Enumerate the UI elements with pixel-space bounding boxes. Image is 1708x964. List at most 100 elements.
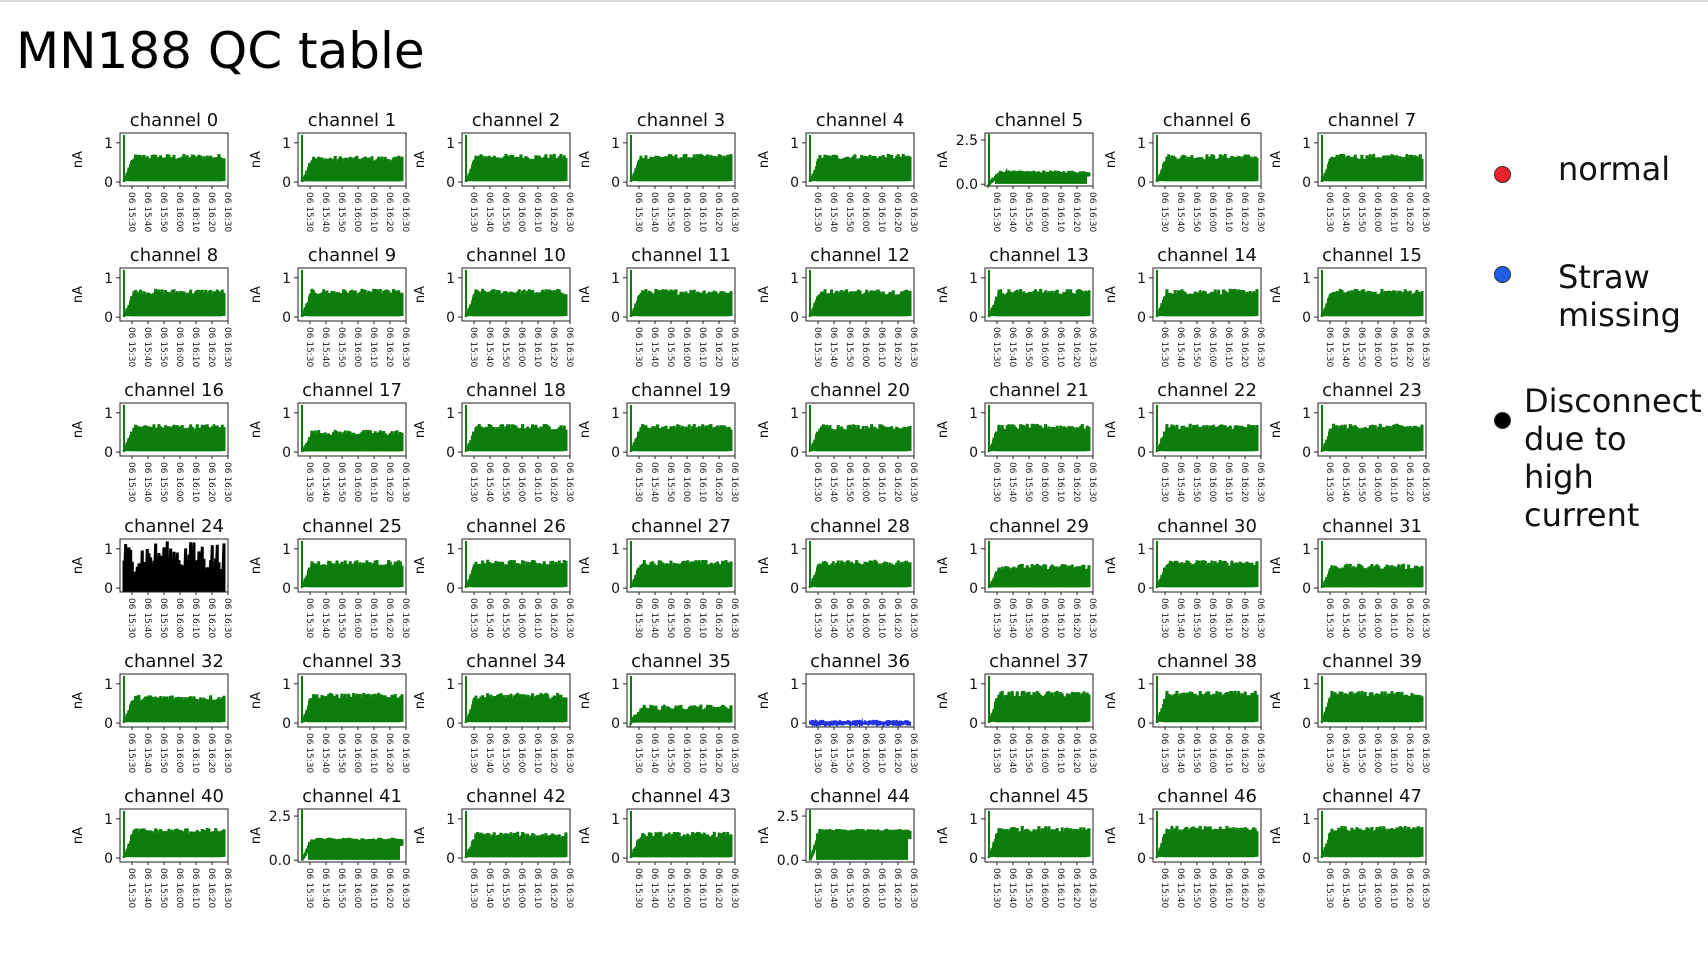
x-tick-label: 06 16:20 (1239, 733, 1249, 774)
panel-axes-frame (984, 402, 1094, 457)
panel-title: channel 11 (631, 245, 731, 266)
x-tick-label: 06 16:00 (352, 868, 362, 909)
x-tick-label: 06 15:50 (1023, 598, 1033, 639)
panel-title: channel 32 (124, 651, 224, 672)
panel-title: channel 25 (302, 516, 402, 537)
y-tick-label: 0 (446, 310, 455, 326)
x-tick-label: 06 16:00 (174, 868, 184, 909)
x-tick-label: 06 16:30 (1255, 868, 1265, 909)
x-tick-label: 06 15:30 (1324, 462, 1334, 503)
trace-band (1163, 698, 1255, 723)
x-tick-label: 06 15:50 (665, 327, 675, 368)
trace-band (130, 702, 222, 723)
x-tick-label: 06 16:10 (876, 327, 886, 368)
panel-ylabel: nA (1104, 557, 1119, 574)
x-tick-label: 06 16:20 (206, 462, 216, 503)
x-tick-label: 06 16:00 (1039, 733, 1049, 774)
x-tick-label: 06 16:00 (1039, 462, 1049, 503)
trace-band (308, 567, 400, 588)
y-tick-label: 1 (446, 271, 455, 287)
x-tick-label: 06 15:40 (1175, 192, 1185, 233)
trace-band (130, 161, 222, 182)
x-tick-label: 06 15:40 (1340, 733, 1350, 774)
y-tick-label: 0 (969, 445, 978, 461)
x-tick-label: 06 15:40 (142, 192, 152, 233)
panel-axes-frame (297, 402, 407, 457)
x-tick-label: 06 16:30 (1255, 327, 1265, 368)
y-tick-label: 0 (1302, 716, 1311, 732)
panel-channel-39: channel 39 nA 1 0 06 15:30 06 15:40 06 15:50 06… (1269, 651, 1430, 774)
panel-channel-47: channel 47 nA 1 0 06 15:30 06 15:40 06 15:50 06… (1269, 786, 1430, 909)
x-tick-label: 06 16:10 (1055, 462, 1065, 503)
y-tick-label: 0 (282, 310, 291, 326)
x-tick-label: 06 16:20 (713, 598, 723, 639)
panel-title: channel 35 (631, 651, 731, 672)
x-tick-label: 06 15:40 (649, 733, 659, 774)
x-tick-label: 06 16:20 (1404, 462, 1414, 503)
x-tick-label: 06 16:00 (860, 192, 870, 233)
y-tick-label: 1 (611, 136, 620, 152)
panel-channel-25: channel 25 nA 1 0 06 15:30 06 15:40 06 15:50 06… (249, 516, 410, 639)
x-tick-label: 06 16:30 (1087, 868, 1097, 909)
x-tick-label: 06 16:30 (222, 598, 232, 639)
panel-ylabel: nA (413, 827, 428, 844)
x-tick-label: 06 16:20 (384, 598, 394, 639)
trace-band (995, 698, 1087, 723)
x-tick-label: 06 15:30 (304, 598, 314, 639)
x-tick-label: 06 16:00 (860, 868, 870, 909)
x-tick-label: 06 16:10 (368, 192, 378, 233)
y-tick-label: 0.0 (269, 853, 291, 869)
x-tick-label: 06 15:50 (158, 598, 168, 639)
y-tick-label: 1 (790, 677, 799, 693)
x-tick-label: 06 16:20 (713, 327, 723, 368)
y-tick-label: 1 (969, 271, 978, 287)
red-dot-icon (1494, 166, 1511, 183)
panel-ylabel: nA (1269, 557, 1284, 574)
x-tick-label: 06 15:30 (812, 192, 822, 233)
panel-axes-frame (1317, 402, 1427, 457)
x-tick-label: 06 16:10 (532, 327, 542, 368)
x-tick-label: 06 15:40 (320, 327, 330, 368)
x-tick-label: 06 15:50 (1356, 462, 1366, 503)
x-tick-label: 06 15:40 (649, 192, 659, 233)
x-tick-label: 06 15:30 (304, 462, 314, 503)
panel-axes-frame (1152, 402, 1262, 457)
x-tick-label: 06 15:50 (844, 733, 854, 774)
x-tick-label: 06 16:20 (892, 192, 902, 233)
y-tick-label: 0 (790, 716, 799, 732)
panel-title: channel 19 (631, 380, 731, 401)
panel-title: channel 15 (1322, 245, 1422, 266)
panel-channel-4: channel 4 nA 1 0 06 15:30 06 15:40 06 15:50 06 … (757, 110, 918, 233)
x-tick-label: 06 15:40 (1175, 462, 1185, 503)
y-tick-label: 0 (104, 175, 113, 191)
y-tick-label: 1 (104, 136, 113, 152)
trace-band (472, 839, 564, 858)
x-tick-label: 06 16:10 (1223, 462, 1233, 503)
x-tick-label: 06 16:30 (729, 192, 739, 233)
x-tick-label: 06 15:30 (304, 868, 314, 909)
panel-title: channel 44 (810, 786, 910, 807)
x-tick-label: 06 16:00 (174, 733, 184, 774)
x-tick-label: 06 15:40 (484, 192, 494, 233)
y-tick-label: 0 (446, 716, 455, 732)
x-tick-label: 06 16:00 (352, 733, 362, 774)
y-tick-label: 0 (446, 581, 455, 597)
panel-channel-7: channel 7 nA 1 0 06 15:30 06 15:40 06 15:50 06 … (1269, 110, 1430, 233)
panel-ylabel: nA (936, 151, 951, 168)
panel-axes-frame (1317, 538, 1427, 593)
x-tick-label: 06 16:30 (908, 462, 918, 503)
x-tick-label: 06 16:10 (876, 462, 886, 503)
panel-title: channel 7 (1328, 110, 1416, 131)
y-tick-label: 1 (446, 542, 455, 558)
y-tick-label: 0 (611, 445, 620, 461)
y-tick-label: 0 (1302, 851, 1311, 867)
y-tick-label: 0 (611, 851, 620, 867)
x-tick-label: 06 16:10 (697, 868, 707, 909)
x-tick-label: 06 16:10 (1388, 598, 1398, 639)
x-tick-label: 06 16:20 (206, 192, 216, 233)
x-tick-label: 06 15:40 (142, 733, 152, 774)
y-tick-label: 0 (282, 581, 291, 597)
y-tick-label: 0 (1302, 175, 1311, 191)
x-tick-label: 06 16:20 (892, 733, 902, 774)
trace-band (308, 700, 400, 723)
